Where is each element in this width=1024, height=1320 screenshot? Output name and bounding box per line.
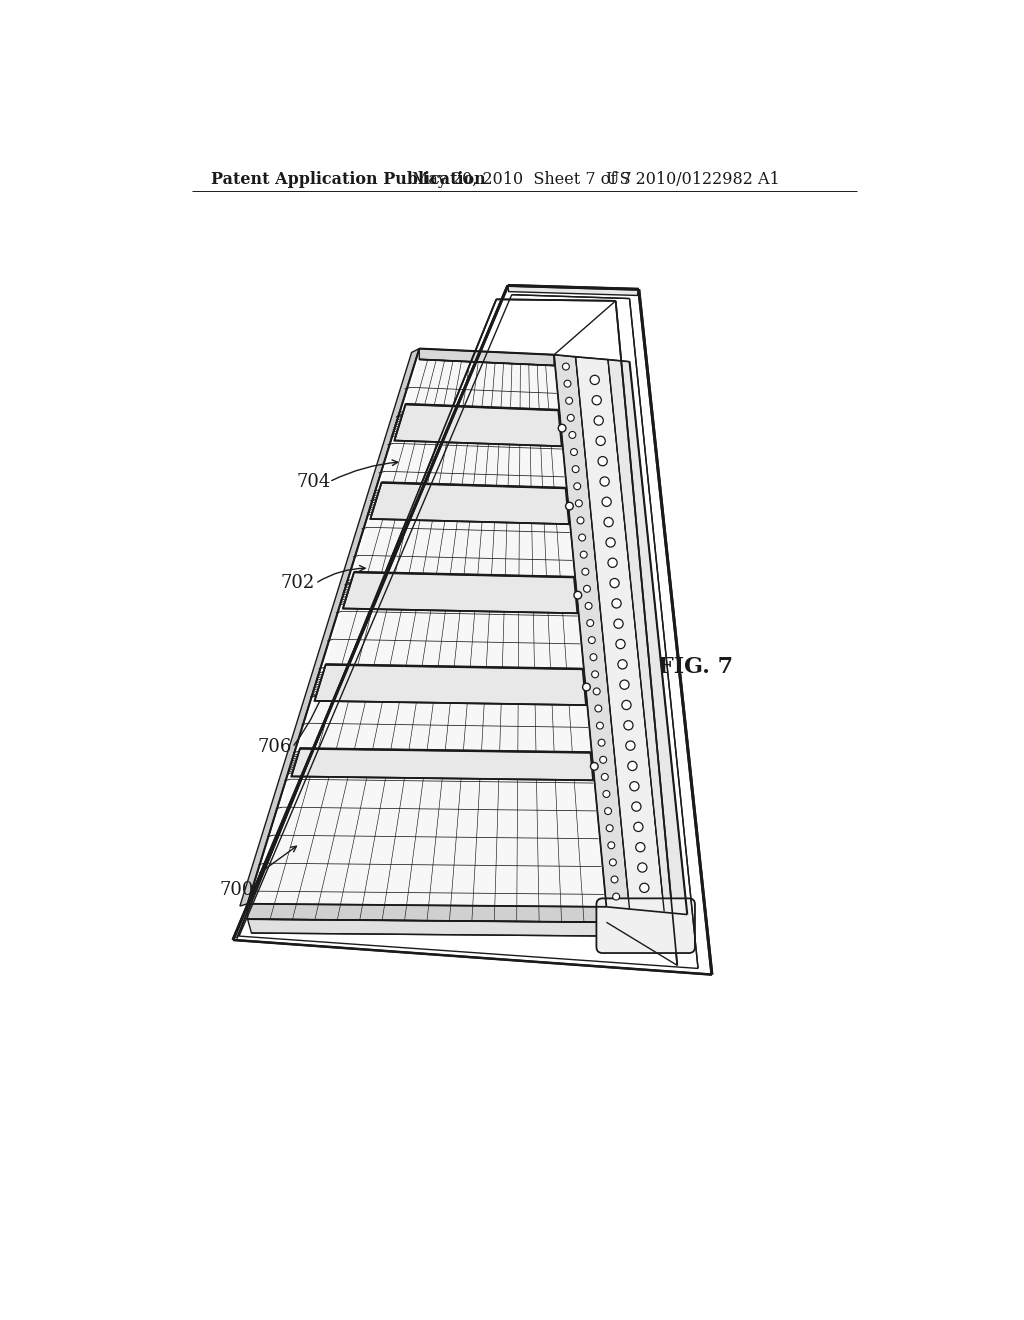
Text: 706: 706 — [258, 738, 292, 756]
Circle shape — [570, 449, 578, 455]
Circle shape — [565, 502, 573, 510]
Circle shape — [600, 756, 606, 763]
Circle shape — [589, 636, 595, 644]
Circle shape — [587, 619, 594, 627]
Circle shape — [610, 578, 620, 587]
Circle shape — [577, 517, 584, 524]
Circle shape — [612, 599, 622, 609]
Circle shape — [562, 363, 569, 370]
Circle shape — [601, 774, 608, 780]
Text: 704: 704 — [296, 473, 331, 491]
Circle shape — [606, 537, 615, 546]
Circle shape — [634, 822, 643, 832]
Circle shape — [595, 705, 602, 711]
Polygon shape — [248, 919, 610, 936]
Text: 702: 702 — [281, 574, 315, 593]
Circle shape — [590, 375, 599, 384]
Circle shape — [594, 416, 603, 425]
Polygon shape — [554, 355, 630, 909]
Polygon shape — [508, 285, 639, 296]
Circle shape — [626, 741, 635, 750]
Circle shape — [638, 863, 647, 873]
Polygon shape — [371, 483, 569, 524]
Polygon shape — [240, 348, 419, 906]
Circle shape — [593, 688, 600, 694]
Circle shape — [630, 781, 639, 791]
Polygon shape — [419, 348, 554, 366]
Circle shape — [565, 397, 572, 404]
Circle shape — [558, 424, 566, 432]
Circle shape — [604, 517, 613, 527]
Circle shape — [579, 535, 586, 541]
Circle shape — [602, 498, 611, 507]
Text: May 20, 2010  Sheet 7 of 7: May 20, 2010 Sheet 7 of 7 — [412, 172, 632, 189]
Text: Patent Application Publication: Patent Application Publication — [211, 172, 486, 189]
Circle shape — [574, 591, 582, 599]
Circle shape — [569, 432, 575, 438]
Circle shape — [596, 436, 605, 445]
Polygon shape — [248, 359, 606, 923]
Circle shape — [581, 552, 587, 558]
Circle shape — [603, 791, 610, 797]
Circle shape — [614, 619, 624, 628]
Circle shape — [564, 380, 571, 387]
Circle shape — [592, 671, 599, 677]
Polygon shape — [314, 664, 586, 705]
Polygon shape — [248, 904, 606, 923]
Polygon shape — [575, 358, 665, 911]
Circle shape — [611, 876, 618, 883]
Circle shape — [598, 457, 607, 466]
Circle shape — [606, 825, 613, 832]
Circle shape — [582, 569, 589, 576]
Circle shape — [591, 763, 598, 770]
Circle shape — [612, 894, 620, 900]
Text: 700: 700 — [219, 880, 254, 899]
Circle shape — [624, 721, 633, 730]
Polygon shape — [394, 404, 561, 446]
Circle shape — [622, 701, 631, 710]
Circle shape — [617, 660, 627, 669]
Circle shape — [608, 842, 614, 849]
Text: US 2010/0122982 A1: US 2010/0122982 A1 — [605, 172, 779, 189]
Circle shape — [615, 639, 625, 648]
Circle shape — [604, 808, 611, 814]
Circle shape — [620, 680, 629, 689]
Circle shape — [632, 803, 641, 812]
Circle shape — [572, 466, 580, 473]
Polygon shape — [343, 572, 578, 614]
Circle shape — [583, 684, 590, 690]
Circle shape — [640, 883, 649, 892]
Circle shape — [598, 739, 605, 746]
Circle shape — [592, 396, 601, 405]
Circle shape — [590, 653, 597, 661]
Text: FIG. 7: FIG. 7 — [658, 656, 733, 677]
Circle shape — [636, 842, 645, 851]
Circle shape — [608, 558, 617, 568]
Circle shape — [573, 483, 581, 490]
Circle shape — [584, 585, 591, 593]
Circle shape — [567, 414, 574, 421]
Circle shape — [600, 477, 609, 486]
FancyBboxPatch shape — [596, 899, 695, 953]
Polygon shape — [608, 359, 687, 915]
Circle shape — [609, 859, 616, 866]
Circle shape — [575, 500, 583, 507]
Circle shape — [628, 762, 637, 771]
Circle shape — [585, 602, 592, 610]
Circle shape — [596, 722, 603, 729]
Polygon shape — [292, 748, 593, 780]
